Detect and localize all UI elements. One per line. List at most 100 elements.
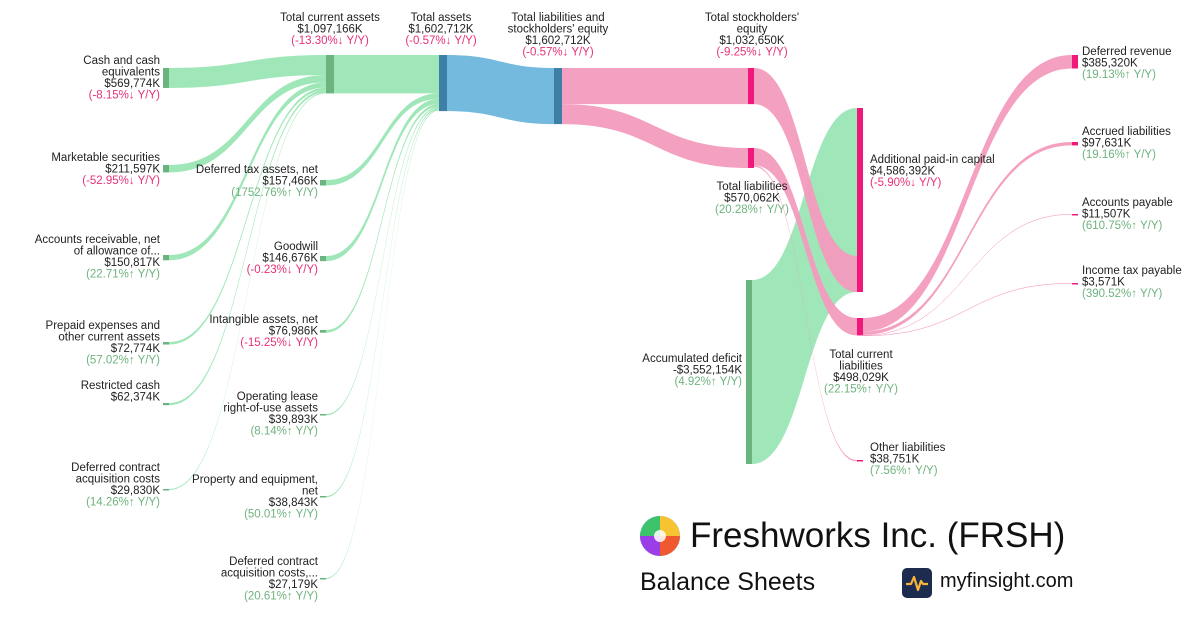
label-cash-name: Cash and cash equivalents $569,774K [83, 55, 160, 90]
label-intangibles-change: (-15.25%↓ Y/Y) [240, 337, 318, 349]
node-accrued [1072, 142, 1078, 146]
sankey-nodes [163, 55, 1078, 580]
label-payable-change: (610.75%↑ Y/Y) [1082, 220, 1163, 232]
link-goodwill-to-total_assets [326, 98, 439, 262]
label-dcac_current-change: (14.26%↑ Y/Y) [86, 497, 160, 509]
label-accum_deficit: Accumulated deficit -$3,552,154K(4.92%↑ Y… [642, 353, 743, 388]
link-op_lease_rou-to-total_assets [326, 106, 439, 416]
node-deferred_revenue [1072, 55, 1078, 69]
link-marketable-to-total_current_assets [169, 74, 326, 173]
link-equity-to-apic [754, 68, 857, 293]
node-marketable [163, 165, 169, 173]
label-total_liabilities: Total liabilities $570,062K(20.28%↑ Y/Y) [715, 181, 789, 216]
link-total_current_liab-to-income_tax [863, 283, 1072, 337]
report-subtitle: Balance Sheets [640, 568, 816, 596]
label-prepaid-name: Prepaid expenses and other current assets… [46, 320, 161, 355]
node-goodwill [320, 256, 326, 262]
company-title: Freshworks Inc. (FRSH) [690, 516, 1066, 555]
label-equity-change: (-9.25%↓ Y/Y) [716, 47, 788, 59]
freshworks-logo-icon [640, 516, 680, 556]
label-accrued-change: (19.16%↑ Y/Y) [1082, 149, 1156, 161]
label-receivables: Accounts receivable, net of allowance of.… [35, 234, 161, 281]
label-accrued-name: Accrued liabilities $97,631K [1082, 126, 1171, 150]
label-ppe: Property and equipment, net $38,843K(50.01… [192, 474, 319, 521]
label-restricted: Restricted cash $62,374K [81, 380, 161, 404]
node-dcac_noncurrent [320, 578, 326, 580]
label-total_current_liab: Total current liabilities $498,029K(22.15%… [824, 349, 898, 396]
link-restricted-to-total_current_assets [169, 90, 326, 406]
label-other_liab: Other liabilities $38,751K(7.56%↑ Y/Y) [870, 442, 946, 477]
node-op_lease_rou [320, 414, 326, 416]
label-cash-change: (-8.15%↓ Y/Y) [89, 90, 161, 102]
link-cash-to-total_current_assets [169, 55, 326, 88]
label-total_liabilities-change: (20.28%↑ Y/Y) [715, 204, 789, 216]
label-total_assets: Total assets $1,602,712K(-0.57%↓ Y/Y) [405, 12, 477, 47]
node-prepaid [163, 342, 169, 345]
label-accrued: Accrued liabilities $97,631K(19.16%↑ Y/Y) [1082, 126, 1171, 161]
link-total_assets-to-total_le [447, 55, 554, 125]
label-dcac_current-name: Deferred contract acquisition costs $29,83… [71, 462, 161, 497]
label-income_tax: Income tax payable $3,571K(390.52%↑ Y/Y) [1082, 265, 1182, 300]
label-total_liabilities-name: Total liabilities $570,062K [717, 181, 788, 205]
label-total_current_liab-name: Total current liabilities $498,029K [829, 349, 893, 384]
label-dcac_current: Deferred contract acquisition costs $29,83… [71, 462, 161, 509]
link-total_current_liab-to-deferred_revenue [863, 55, 1072, 332]
label-cash: Cash and cash equivalents $569,774K(-8.15%… [83, 55, 160, 102]
link-total_liabilities-to-other_liab [754, 165, 857, 462]
sankey-links [169, 55, 1072, 579]
label-marketable-name: Marketable securities $211,597K [51, 152, 160, 176]
node-apic [857, 108, 863, 292]
node-receivables [163, 255, 169, 261]
link-total_current_assets-to-total_assets [334, 55, 439, 94]
site-name: myfinsight.com [940, 570, 1074, 592]
label-equity-name: Total stockholders' equity $1,032,650K [705, 12, 799, 47]
sankey-labels: Cash and cash equivalents $569,774K(-8.15%… [35, 12, 1182, 603]
label-prepaid: Prepaid expenses and other current assets… [46, 320, 161, 367]
label-total_current_assets: Total current assets $1,097,166K(-13.30%↓… [280, 12, 380, 47]
label-goodwill: Goodwill $146,676K(-0.23%↓ Y/Y) [247, 241, 319, 276]
label-intangibles-name: Intangible assets, net $76,986K [209, 314, 318, 338]
label-marketable-change: (-52.95%↓ Y/Y) [82, 175, 160, 187]
link-deferred_tax-to-total_assets [326, 93, 439, 186]
label-receivables-change: (22.71%↑ Y/Y) [86, 269, 160, 281]
node-dcac_current [163, 489, 169, 491]
node-other_liab [857, 460, 863, 462]
label-prepaid-change: (57.02%↑ Y/Y) [86, 355, 160, 367]
label-op_lease_rou-name: Operating lease right-of-use assets $39,89… [223, 391, 318, 426]
label-total_le: Total liabilities and stockholders' equit… [508, 12, 609, 59]
link-total_liabilities-to-total_current_liab [754, 148, 857, 336]
link-ppe-to-total_assets [326, 108, 439, 498]
link-intangibles-to-total_assets [326, 104, 439, 333]
label-apic-name: Additional paid-in capital $4,586,392K [870, 154, 995, 178]
link-total_current_liab-to-accrued [863, 142, 1072, 335]
label-goodwill-change: (-0.23%↓ Y/Y) [247, 264, 319, 276]
link-dcac_noncurrent-to-total_assets [326, 109, 439, 579]
label-apic: Additional paid-in capital $4,586,392K(-5… [870, 154, 995, 189]
label-dcac_noncurrent: Deferred contract acquisition costs,... $2… [221, 556, 319, 603]
node-total_current_liab [857, 318, 863, 336]
node-total_le [554, 68, 562, 125]
link-total_le-to-equity [562, 68, 748, 105]
node-total_liabilities [748, 148, 754, 168]
label-dcac_noncurrent-change: (20.61%↑ Y/Y) [244, 591, 318, 603]
link-total_current_liab-to-payable [863, 214, 1072, 336]
node-accum_deficit [746, 280, 752, 464]
link-dcac_current-to-total_current_assets [169, 92, 326, 491]
label-deferred_revenue-name: Deferred revenue $385,320K [1082, 46, 1172, 70]
label-accum_deficit-change: (4.92%↑ Y/Y) [674, 376, 742, 388]
label-deferred_revenue: Deferred revenue $385,320K(19.13%↑ Y/Y) [1082, 46, 1172, 81]
label-income_tax-change: (390.52%↑ Y/Y) [1082, 288, 1163, 300]
label-op_lease_rou-change: (8.14%↑ Y/Y) [250, 426, 318, 438]
label-intangibles: Intangible assets, net $76,986K(-15.25%↓ … [209, 314, 318, 349]
label-other_liab-name: Other liabilities $38,751K [870, 442, 946, 466]
label-dcac_noncurrent-name: Deferred contract acquisition costs,... $2… [221, 556, 319, 591]
node-income_tax [1072, 283, 1078, 285]
node-equity [748, 68, 754, 105]
label-restricted-name: Restricted cash $62,374K [81, 380, 161, 404]
label-total_le-name: Total liabilities and stockholders' equit… [508, 12, 609, 47]
label-deferred_tax-name: Deferred tax assets, net $157,466K [196, 164, 319, 188]
label-total_assets-name: Total assets $1,602,712K [408, 12, 474, 36]
node-cash [163, 68, 169, 88]
node-intangibles [320, 330, 326, 333]
